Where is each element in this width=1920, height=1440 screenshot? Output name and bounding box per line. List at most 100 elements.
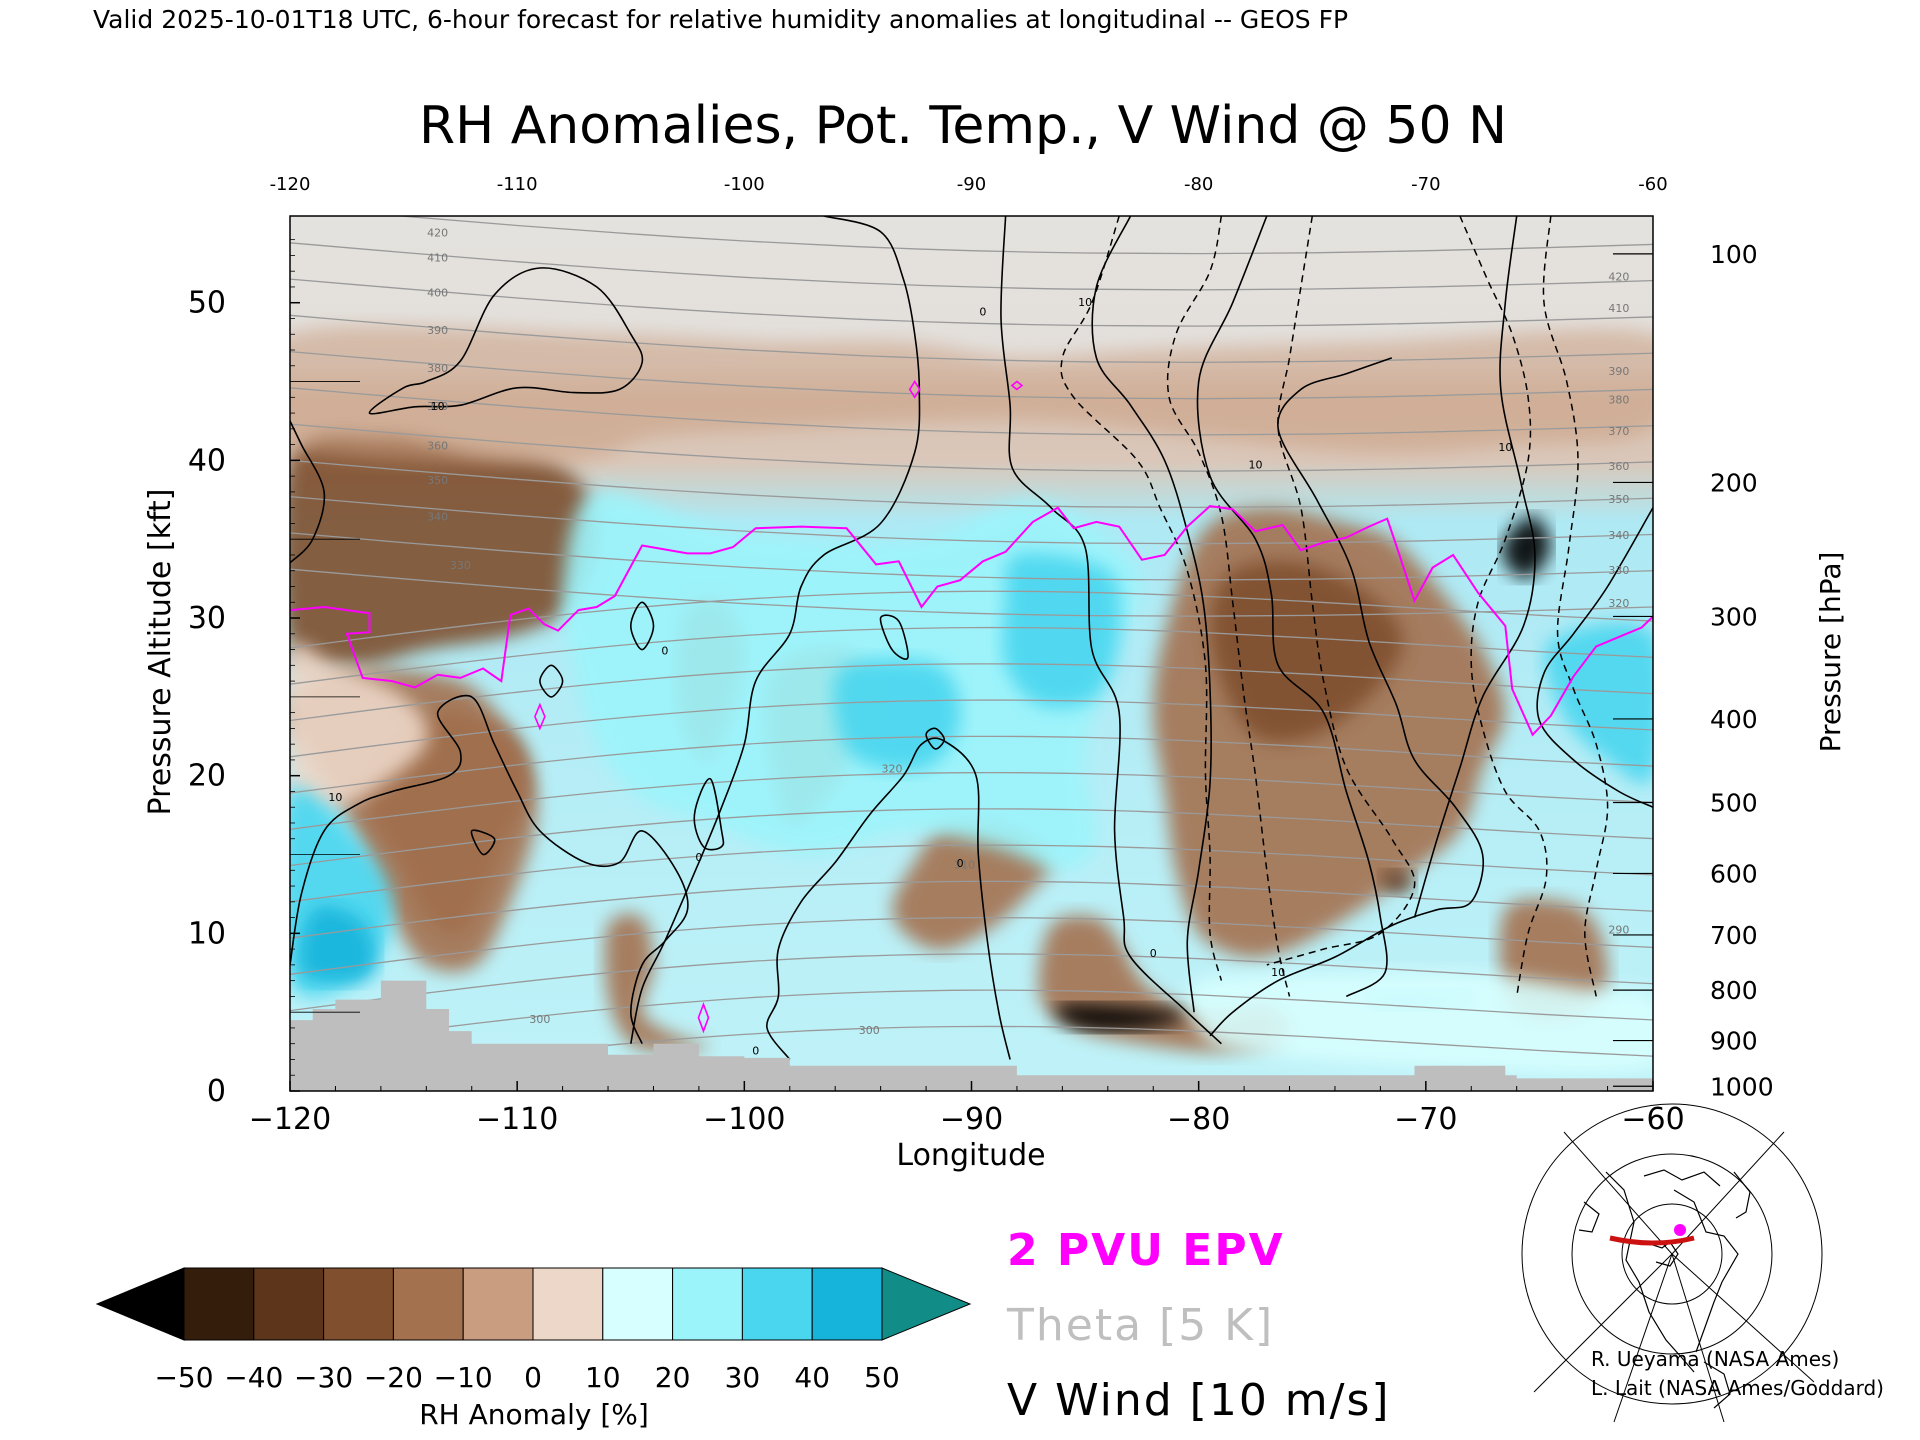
terrain-fill <box>290 980 1653 1091</box>
credit-line-1: R. Ueyama (NASA Ames) <box>1591 1347 1839 1371</box>
theta-contour-line <box>290 495 1653 545</box>
theta-contour-line <box>393 216 1653 255</box>
v-wind-negative-contour <box>1542 216 1609 997</box>
rh-anomaly-patch <box>1380 870 1415 895</box>
x-axis-top: -120 -110 -100 -90 -80 -70 -60 <box>270 174 1668 195</box>
colorbar-tick-label: 40 <box>794 1361 830 1394</box>
theta-contour-line <box>290 568 1653 617</box>
top-tick-label: -70 <box>1411 174 1440 195</box>
colorbar-tick-label: −20 <box>364 1361 423 1394</box>
theta-contour-label: 360 <box>427 439 448 452</box>
theta-contour-line <box>290 314 1653 364</box>
colorbar-swatch <box>672 1267 743 1341</box>
pressure-tick-label: 100 <box>1710 240 1758 269</box>
rh-anomaly-patch <box>833 658 961 771</box>
theta-contour-line <box>290 663 1653 722</box>
theta-contour-line <box>290 532 1653 581</box>
x-tick-label: −70 <box>1394 1102 1457 1137</box>
plot-area: 420 410 400 390 380 370 360 350 340 330 320 310 300 4… <box>289 215 1654 1092</box>
v-wind-contours <box>290 216 1653 1060</box>
colorbar-tick-label: 20 <box>655 1361 691 1394</box>
theta-contour-line <box>290 735 1653 794</box>
pressure-tick-label: 800 <box>1710 976 1758 1005</box>
pressure-tick-label: 700 <box>1710 921 1758 950</box>
legend-entry: 2 PVU EPV <box>1007 1225 1285 1276</box>
colorbar-swatch <box>253 1267 325 1341</box>
theta-contour-label: 300 <box>859 1024 880 1037</box>
v-wind-contour <box>1536 507 1653 808</box>
v-wind-contour-label: 10 <box>431 400 445 413</box>
inset-map-grid <box>1521 1103 1823 1423</box>
contour-labels: 420 410 400 390 380 370 360 350 340 330 320 310 300 4… <box>328 226 1629 1057</box>
x-tick-label: −60 <box>1621 1102 1684 1137</box>
top-tick-label: -120 <box>270 174 311 195</box>
colorbar-under-arrow <box>95 1267 185 1341</box>
rh-anomaly-patch <box>290 325 1653 462</box>
v-wind-negative-contour <box>1459 216 1548 997</box>
rh-anomaly-patch <box>1055 1003 1188 1032</box>
v-wind-negative-contour <box>1060 216 1223 981</box>
colorbar-swatch <box>392 1267 464 1341</box>
rh-anomaly-patch <box>298 905 377 983</box>
x-tick-label: −120 <box>249 1102 331 1137</box>
v-wind-contour <box>470 829 496 856</box>
top-tick-label: -90 <box>957 174 986 195</box>
y-tick-label: 0 <box>207 1074 226 1109</box>
theta-contour-line <box>290 423 1653 472</box>
v-wind-contour <box>1000 216 1222 1045</box>
colorbar-tick-label: 50 <box>864 1361 900 1394</box>
theta-contour-label: 410 <box>1608 302 1629 315</box>
theta-contour-label: 390 <box>1608 365 1629 378</box>
theta-contour-line <box>290 350 1653 400</box>
colorbar-swatch <box>532 1267 604 1341</box>
credit-line-2: L. Lait (NASA Ames/Goddard) <box>1591 1376 1884 1400</box>
theta-contour-label: 340 <box>427 510 448 523</box>
epv-2pvu-contour <box>534 702 546 731</box>
x-tick-label: −100 <box>703 1102 785 1137</box>
theta-contour-line <box>290 242 1653 291</box>
legend-entry: V Wind [10 m/s] <box>1007 1375 1391 1426</box>
x-tick-label: −110 <box>476 1102 558 1137</box>
inset-map-frame <box>1554 1162 1750 1310</box>
theta-contour-line <box>290 771 1653 830</box>
v-wind-contour <box>1413 216 1536 918</box>
theta-contour-label: 390 <box>427 324 448 337</box>
v-wind-contour-label: 10 <box>328 791 342 804</box>
pressure-tick-label: 300 <box>1710 602 1758 631</box>
colorbar-swatch <box>602 1267 674 1341</box>
top-tick-label: -110 <box>497 174 538 195</box>
legend-entry: Theta [5 K] <box>1006 1300 1274 1351</box>
y-tick-label: 30 <box>188 601 226 636</box>
cross-section-track <box>1609 1235 1695 1246</box>
v-wind-contour <box>925 727 946 750</box>
theta-contour-line <box>290 699 1653 758</box>
v-wind-contour-label: 0 <box>661 644 668 657</box>
top-tick-label: -100 <box>724 174 765 195</box>
v-wind-contour <box>290 420 326 564</box>
v-wind-contour-label: 0 <box>979 305 986 318</box>
theta-contour-label: 420 <box>427 226 448 239</box>
theta-contour-label: 380 <box>1608 394 1629 407</box>
y-tick-label: 50 <box>188 286 226 321</box>
theta-contour-label: 370 <box>427 400 448 413</box>
colorbar-tick-label: 0 <box>524 1361 542 1394</box>
theta-contour-label: 320 <box>881 763 902 776</box>
colorbar-tick-label: −30 <box>294 1361 353 1394</box>
cross-section-marker <box>1674 1224 1686 1236</box>
pressure-tick-label: 400 <box>1710 705 1758 734</box>
theta-contour-label: 410 <box>427 252 448 265</box>
colorbar-swatch <box>462 1267 534 1341</box>
inset-location-map <box>1521 1103 1823 1423</box>
epv-2pvu-contour <box>1010 380 1024 391</box>
v-wind-contour <box>290 694 689 1045</box>
theta-contour-line <box>290 989 1653 1048</box>
v-wind-contour-label: 0 <box>957 857 964 870</box>
theta-contour-label: 360 <box>1608 460 1629 473</box>
colorbar-swatch <box>183 1267 255 1341</box>
legend: 2 PVU EPV Theta [5 K] V Wind [10 m/s] <box>1006 1225 1391 1426</box>
theta-contour-label: 420 <box>1608 271 1629 284</box>
colorbar: −50 −40 −30 −20 −10 0 10 20 30 40 50 <box>95 1267 972 1394</box>
theta-contour-line <box>290 808 1653 867</box>
theta-contour-line <box>290 626 1653 685</box>
